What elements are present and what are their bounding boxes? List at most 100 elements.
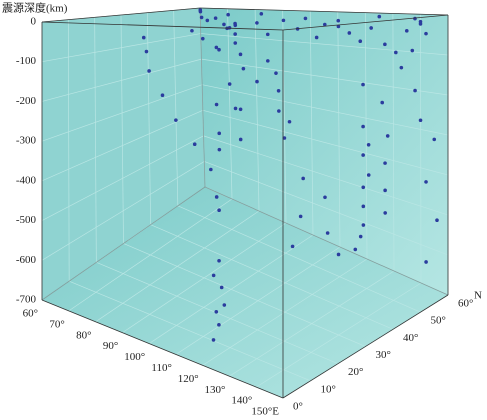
point — [281, 18, 286, 23]
grid-line — [150, 224, 394, 330]
point — [233, 106, 238, 111]
z-tick-label: -400 — [16, 174, 37, 186]
point — [424, 31, 428, 36]
point — [361, 204, 366, 209]
point — [233, 32, 237, 36]
point — [222, 22, 226, 27]
grid-line — [202, 84, 449, 136]
x-tick-label: 80° — [76, 329, 91, 341]
point — [361, 82, 365, 87]
point — [276, 88, 281, 93]
point — [217, 47, 221, 52]
y-tick-label: 20° — [348, 366, 363, 378]
point — [361, 223, 366, 227]
point — [366, 143, 371, 147]
point — [214, 195, 219, 199]
point — [322, 22, 327, 27]
point — [144, 49, 149, 54]
grid-line — [204, 161, 449, 256]
pane-left — [42, 8, 205, 300]
point — [209, 167, 213, 172]
point — [255, 21, 259, 25]
y-tick-label: 30° — [376, 349, 391, 361]
z-tick-label: -300 — [16, 135, 37, 147]
z-tick-label: -600 — [16, 254, 37, 266]
grid-line — [67, 19, 70, 282]
z-tick-label: -500 — [16, 214, 37, 226]
point — [174, 118, 178, 122]
point — [198, 9, 203, 14]
x-tick-label: 90° — [103, 340, 118, 352]
point — [353, 247, 358, 252]
edge — [199, 7, 449, 16]
edge — [282, 14, 449, 31]
point — [432, 137, 437, 142]
y-tick-label: 60° — [458, 298, 473, 310]
point — [413, 16, 417, 21]
point — [214, 102, 219, 107]
point — [282, 136, 287, 140]
point — [366, 173, 371, 177]
point — [301, 176, 305, 181]
point — [213, 16, 218, 20]
grid-line — [364, 12, 368, 260]
point — [160, 93, 165, 98]
point — [217, 208, 221, 213]
point — [211, 338, 216, 342]
point — [233, 41, 238, 45]
point — [255, 79, 259, 84]
point — [219, 285, 224, 290]
point — [314, 35, 319, 40]
point — [347, 31, 352, 35]
point — [413, 88, 417, 93]
point — [325, 231, 330, 235]
grid-line — [146, 12, 152, 225]
edge — [41, 21, 284, 31]
grid-line — [199, 7, 206, 188]
point — [200, 36, 205, 41]
edge — [41, 299, 284, 399]
point — [358, 234, 363, 239]
x-tick-label: 100° — [124, 351, 145, 363]
point — [290, 244, 295, 249]
point — [217, 323, 221, 327]
grid-line — [120, 14, 124, 244]
point — [238, 107, 243, 112]
grid-line — [201, 58, 449, 96]
grid-line — [94, 17, 97, 263]
point — [383, 42, 387, 47]
point — [424, 180, 428, 184]
grid-line — [337, 11, 341, 248]
x-tick-label: 70° — [49, 318, 64, 330]
point — [361, 124, 365, 129]
pane-back — [200, 8, 448, 295]
point — [238, 137, 243, 142]
grid-line — [123, 243, 366, 347]
edge — [204, 186, 449, 296]
point — [192, 142, 197, 147]
point — [323, 195, 327, 200]
point — [435, 218, 439, 222]
point — [190, 28, 194, 33]
edge — [41, 7, 201, 23]
grid-line — [173, 10, 179, 206]
point — [361, 185, 366, 190]
grid-line — [69, 280, 311, 382]
point — [336, 18, 341, 23]
point — [217, 147, 222, 152]
point — [217, 258, 221, 263]
point — [383, 211, 387, 215]
point — [418, 118, 423, 123]
point — [274, 71, 278, 75]
point — [399, 65, 404, 70]
z-tick-label: -200 — [16, 95, 37, 107]
point — [336, 252, 341, 257]
point — [199, 15, 204, 20]
point — [336, 24, 341, 29]
point — [211, 273, 216, 278]
grid-line — [204, 186, 449, 296]
z-axis-label: 震源深度(km) — [2, 1, 68, 15]
z-tick-label: 0 — [31, 16, 37, 28]
point — [214, 45, 219, 50]
